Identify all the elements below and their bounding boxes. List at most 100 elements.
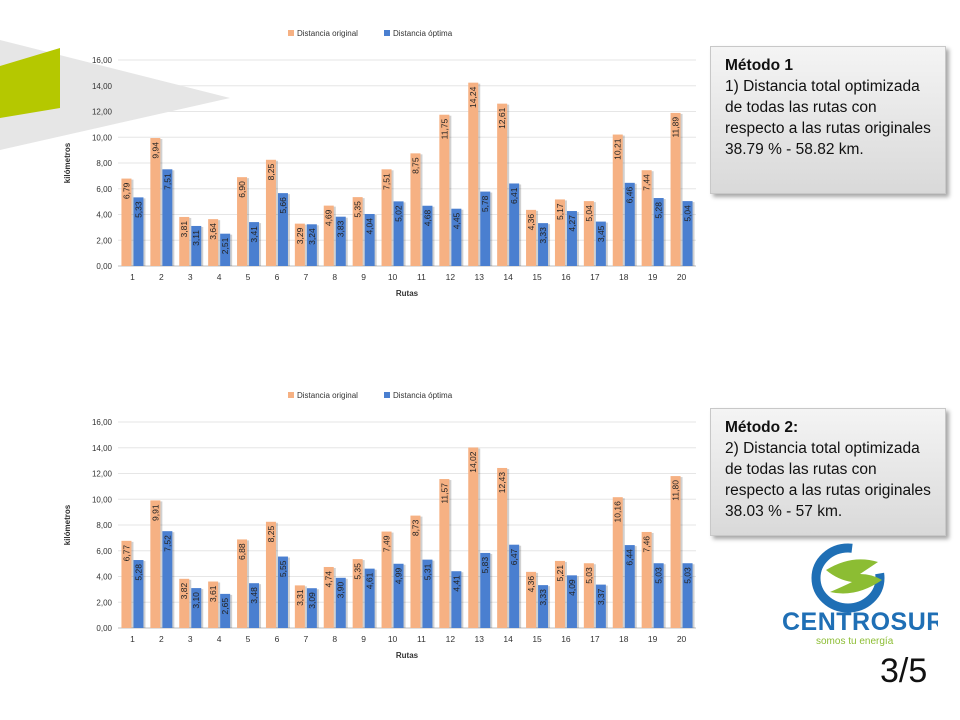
x-axis-title: Rutas [396, 289, 419, 298]
data-label: 6,90 [237, 181, 247, 198]
legend-label-1: Distancia original [297, 391, 358, 400]
y-axis-title: kilómetros [63, 142, 72, 183]
bar-optimal [653, 198, 664, 266]
x-tick-label: 3 [188, 634, 193, 644]
y-axis-title: kilómetros [63, 504, 72, 545]
data-label: 4,74 [324, 571, 334, 588]
data-label: 5,55 [278, 560, 288, 577]
data-label: 8,25 [266, 526, 276, 543]
method-1-body: 1) Distancia total optimizada de todas l… [725, 78, 931, 158]
x-axis-title: Rutas [396, 651, 419, 660]
legend: Distancia original Distancia óptima [288, 29, 453, 38]
data-label: 4,27 [567, 215, 577, 232]
y-tick-label: 8,00 [96, 521, 112, 530]
bar-optimal [393, 201, 404, 266]
y-tick-label: 14,00 [92, 444, 113, 453]
x-tick-label: 5 [246, 272, 251, 282]
bar-original [352, 559, 363, 628]
x-tick-label: 2 [159, 272, 164, 282]
data-label: 5,28 [654, 202, 664, 219]
data-label: 3,10 [191, 592, 201, 609]
bar-original [237, 177, 248, 266]
data-label: 6,79 [121, 182, 131, 199]
data-label: 3,61 [208, 585, 218, 602]
bar-original [554, 560, 565, 628]
x-tick-label: 20 [677, 634, 687, 644]
bar-original [265, 159, 276, 266]
data-label: 4,04 [365, 218, 375, 235]
data-label: 10,16 [613, 501, 623, 523]
data-label: 5,78 [480, 195, 490, 212]
data-label: 3,83 [336, 220, 346, 237]
method-2-title: Método 2: [725, 419, 799, 436]
data-label: 4,61 [365, 572, 375, 589]
method-1-title: Método 1 [725, 57, 794, 74]
bar-original [208, 219, 219, 266]
data-label: 11,80 [671, 480, 681, 501]
bar-optimal [480, 191, 491, 266]
data-label: 3,33 [538, 227, 548, 244]
logo-tagline: somos tu energía [816, 636, 894, 647]
bar-optimal [480, 552, 491, 628]
x-tick-label: 17 [590, 272, 600, 282]
legend: Distancia original Distancia óptima [288, 391, 453, 400]
data-label: 3,09 [307, 592, 317, 609]
bar-original [352, 197, 363, 266]
data-label: 10,21 [613, 138, 623, 160]
y-tick-label: 10,00 [92, 133, 113, 142]
data-label: 3,29 [295, 227, 305, 244]
bar-optimal [133, 560, 144, 628]
chart-method-1: Distancia original Distancia óptima 0,00 2,… [63, 29, 696, 298]
data-label: 2,65 [220, 598, 230, 615]
x-tick-label: 11 [417, 634, 426, 644]
bar-optimal [364, 213, 375, 266]
data-label: 3,33 [538, 589, 548, 606]
data-label: 5,31 [422, 563, 432, 580]
bar-original [641, 170, 652, 266]
data-label: 5,17 [555, 203, 565, 220]
bar-optimal [653, 563, 664, 628]
data-label: 5,04 [584, 205, 594, 222]
legend-swatch-1 [288, 30, 294, 36]
bar-original [381, 531, 392, 628]
data-label: 3,11 [191, 230, 201, 246]
bar-original [526, 209, 537, 266]
bar-optimal [220, 593, 231, 628]
x-tick-label: 8 [332, 634, 337, 644]
bar-original [583, 201, 594, 266]
data-label: 4,09 [567, 579, 577, 596]
bar-original [121, 178, 132, 266]
data-label: 6,44 [625, 549, 635, 566]
data-label: 11,89 [671, 117, 681, 138]
data-label: 9,94 [150, 142, 160, 159]
bar-original [612, 497, 623, 628]
bar-optimal [595, 221, 606, 266]
bar-original [439, 479, 450, 628]
bar-optimal [306, 224, 317, 266]
data-label: 7,49 [382, 535, 392, 552]
bar-original [121, 540, 132, 628]
x-tick-label: 19 [648, 634, 658, 644]
data-label: 4,99 [394, 567, 404, 584]
data-label: 5,03 [584, 567, 594, 584]
data-label: 4,68 [422, 209, 432, 226]
bar-original [294, 585, 305, 628]
bar-original [439, 114, 450, 266]
data-label: 11,57 [439, 483, 449, 504]
y-tick-label: 6,00 [96, 185, 112, 194]
data-label: 5,33 [133, 201, 143, 218]
bar-original [294, 223, 305, 266]
x-tick-label: 11 [417, 272, 426, 282]
bar-optimal [595, 584, 606, 628]
data-label: 3,81 [179, 221, 189, 238]
data-label: 7,51 [382, 173, 392, 190]
bar-optimal [277, 556, 288, 628]
bar-optimal [422, 205, 433, 266]
x-tick-label: 13 [475, 272, 485, 282]
bar-optimal [624, 545, 635, 628]
data-label: 7,51 [162, 173, 172, 190]
x-tick-label: 18 [619, 272, 629, 282]
bar-optimal [566, 211, 577, 266]
bar-original [410, 515, 421, 628]
bar-original [265, 521, 276, 628]
